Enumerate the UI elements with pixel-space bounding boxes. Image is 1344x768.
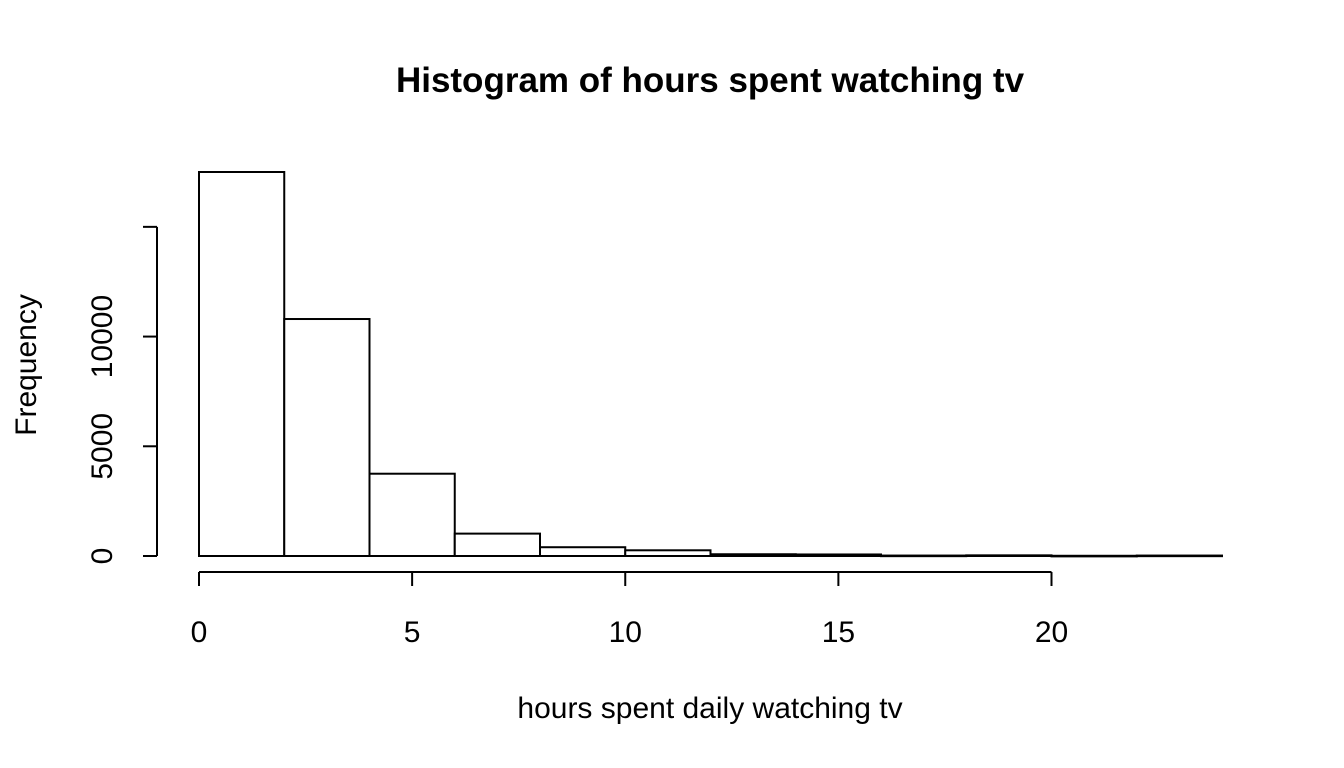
x-tick-label-0: 0 — [191, 616, 208, 649]
x-axis: 0 5 10 15 20 — [191, 571, 1068, 649]
histogram-bar-3 — [453, 532, 541, 557]
y-tick-label-2: 10000 — [86, 295, 119, 378]
chart-title: Histogram of hours spent watching tv — [396, 61, 1025, 100]
y-axis: 0 5000 10000 — [86, 225, 158, 565]
histogram-bar-10 — [1050, 554, 1138, 558]
bars-group — [198, 171, 1223, 558]
x-tick-label-4: 20 — [1035, 616, 1068, 649]
histogram-bar-2 — [368, 472, 456, 558]
y-tick-label-0: 0 — [86, 548, 119, 565]
histogram-bar-4 — [539, 546, 627, 557]
x-tick-label-2: 10 — [609, 616, 642, 649]
histogram-bar-0 — [198, 171, 286, 557]
x-tick-label-1: 5 — [404, 616, 421, 649]
histogram-bar-9 — [965, 554, 1053, 558]
x-axis-label: hours spent daily watching tv — [517, 692, 902, 725]
histogram-bar-1 — [283, 318, 371, 558]
y-tick-label-1: 5000 — [86, 413, 119, 480]
y-axis-label: Frequency — [10, 294, 43, 436]
x-tick-label-3: 15 — [822, 616, 855, 649]
histogram-bar-8 — [880, 554, 968, 558]
histogram-bar-5 — [624, 549, 712, 558]
histogram-bar-6 — [709, 553, 797, 557]
histogram-bar-11 — [1135, 554, 1223, 558]
histogram-bar-7 — [794, 553, 882, 557]
